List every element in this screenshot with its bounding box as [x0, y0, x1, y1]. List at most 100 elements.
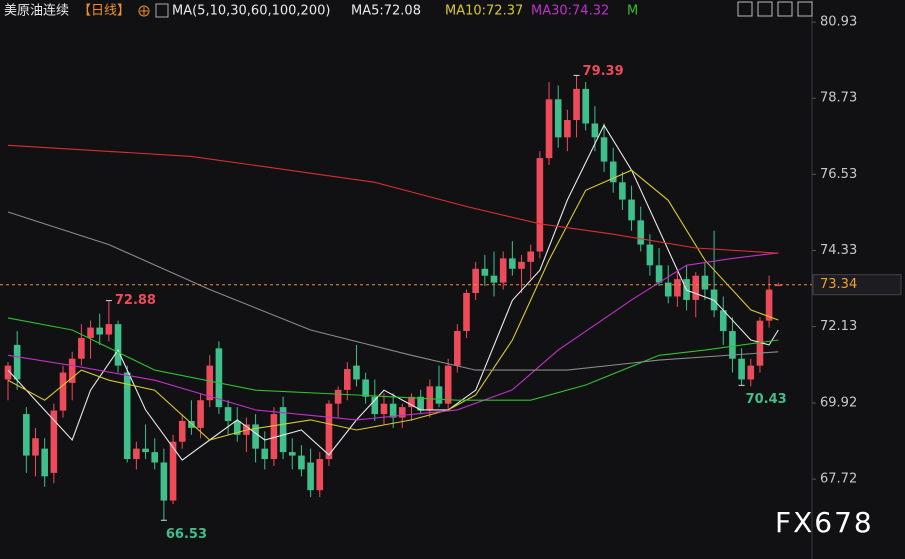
legend-ma10: MA10:72.37	[445, 4, 523, 19]
candle-body	[463, 292, 470, 332]
y-tick-label: 72.13	[820, 319, 857, 334]
candle-body	[325, 403, 333, 460]
last-price-label: 73.34	[820, 277, 857, 292]
candle-body	[279, 407, 287, 453]
candle-body	[233, 420, 241, 435]
candle-body	[334, 389, 342, 404]
candle-body	[343, 369, 351, 390]
candle-body	[105, 324, 113, 335]
extreme-label: 72.88	[115, 293, 156, 308]
extreme-label: 79.39	[583, 64, 624, 79]
candle-body	[554, 99, 562, 138]
y-tick-label: 74.33	[820, 243, 857, 258]
tool-button[interactable]	[777, 1, 793, 17]
candle-body	[224, 407, 232, 421]
ma-line	[7, 211, 779, 371]
candle-body	[298, 455, 305, 470]
candle-body	[178, 420, 186, 442]
add-icon[interactable]	[138, 5, 150, 17]
legend-more: M	[627, 4, 638, 19]
candle-body	[435, 386, 443, 404]
ma-line	[7, 144, 779, 254]
tool-button[interactable]	[757, 1, 773, 17]
candle-body	[509, 258, 516, 269]
candle-body	[564, 120, 571, 138]
candle-body	[252, 424, 259, 449]
candle-body	[655, 265, 663, 283]
candle-body	[87, 327, 94, 338]
candle-body	[472, 268, 479, 293]
candle-body	[270, 414, 278, 460]
indicator: MA(5,10,30,60,100,200)	[172, 4, 330, 19]
candle-body	[701, 275, 709, 290]
candle-body	[545, 99, 553, 159]
candle-body	[774, 284, 782, 287]
y-tick-label: 80.93	[820, 15, 857, 30]
candle-body	[499, 258, 507, 283]
candle-body	[380, 403, 388, 415]
candle-body	[408, 396, 415, 408]
tool-button[interactable]	[797, 1, 813, 17]
candle-body	[261, 448, 269, 460]
candle-body	[215, 348, 223, 408]
tool-button[interactable]	[737, 1, 753, 17]
candle-body	[13, 344, 21, 380]
candle-body	[78, 337, 85, 359]
candle-body	[133, 448, 140, 460]
extreme-label: 66.53	[166, 527, 207, 542]
candle-body	[582, 88, 590, 124]
period: 【日线】	[78, 4, 130, 19]
candle-body	[123, 372, 131, 460]
symbol: 美原油连续	[4, 3, 69, 19]
candle-body	[628, 199, 635, 221]
candle-body	[169, 441, 177, 501]
candle-body	[765, 289, 773, 321]
candle-body	[646, 244, 654, 266]
candle-body	[609, 161, 617, 183]
ma-line	[7, 124, 779, 461]
candle-body	[316, 459, 324, 491]
last-price-box	[812, 274, 902, 296]
y-tick-label: 78.73	[820, 91, 857, 106]
candle-body	[68, 358, 76, 383]
legend-ma30: MA30:74.32	[531, 4, 609, 19]
candle-body	[756, 320, 764, 366]
candle-body	[417, 396, 424, 411]
ma-line	[7, 317, 779, 401]
candle-body	[692, 275, 700, 300]
candle-body	[389, 403, 397, 418]
candle-body	[399, 407, 406, 418]
candle-body	[197, 400, 204, 428]
candle-body	[729, 331, 736, 359]
candle-body	[41, 448, 48, 477]
candle-body	[454, 331, 461, 366]
legend-ma5: MA5:72.08	[351, 4, 421, 19]
candle-body	[188, 420, 195, 428]
y-tick-label: 76.53	[820, 167, 857, 182]
candle-body	[490, 275, 498, 283]
watermark: FX678	[775, 506, 874, 539]
candle-body	[50, 410, 58, 473]
candle-body	[747, 365, 755, 380]
candle-body	[59, 372, 67, 411]
candle-body	[444, 365, 452, 404]
candle-body	[738, 358, 745, 380]
candle-body	[591, 123, 599, 138]
candle-body	[114, 324, 122, 366]
candle-body	[151, 452, 159, 463]
indicator-icon[interactable]	[155, 3, 169, 18]
candle-body	[142, 448, 149, 453]
candle-body	[371, 396, 379, 415]
candle-body	[719, 310, 727, 332]
candle-body	[637, 220, 645, 245]
candle-body	[206, 365, 214, 401]
candle-body	[362, 379, 369, 397]
candle-body	[573, 88, 580, 121]
candle-body	[481, 268, 489, 276]
candle-body	[619, 182, 626, 200]
candle-body	[4, 365, 12, 380]
candle-body	[536, 158, 544, 252]
ma-line	[7, 169, 779, 441]
